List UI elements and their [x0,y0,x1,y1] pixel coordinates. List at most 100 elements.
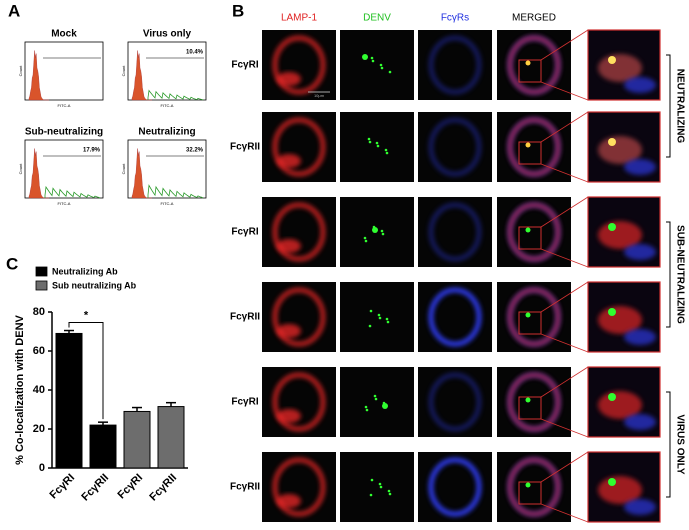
panel-label: C [6,254,18,273]
virus-signal [378,316,382,320]
bar [55,332,83,469]
histogram-title: Mock [51,29,77,40]
zoom-line [540,451,589,483]
bar [89,424,117,469]
histogram-tail [147,89,204,101]
zoom-signal [624,414,656,430]
cell-signal [272,372,326,432]
x-axis-label: FITC-A [58,103,71,108]
virus-signal [375,141,379,145]
cell-signal [277,72,301,86]
histogram-frame [24,41,104,101]
cell-signal [272,457,326,517]
virus-signal [380,66,384,70]
virus-signal [385,151,389,155]
histogram-peak [131,50,153,101]
zoom-line [540,366,589,398]
zoom-line [540,29,589,61]
cell-signal [428,287,482,347]
virus-signal [364,239,368,243]
virus-signal [371,59,375,63]
micrograph [340,30,414,100]
column-header: MERGED [512,13,556,24]
virus-signal [388,70,392,74]
virus-signal [368,324,372,328]
virus-signal [525,227,531,233]
cell-signal [277,409,301,423]
group-bracket [666,221,671,328]
virus-signal [370,478,374,482]
cell-signal [272,35,326,95]
virus-signal [365,408,369,412]
y-tick-label: 40 [33,384,45,396]
virus-signal [525,397,531,403]
virus-signal [388,492,392,496]
virus-signal [364,405,368,409]
y-axis-label: Count [121,163,126,175]
cell-signal [507,117,561,177]
group-bracket [666,54,671,158]
cell-signal [277,494,301,508]
row-label: FcγRI [231,227,258,238]
zoom-line [540,503,589,523]
virus-signal [369,493,373,497]
y-tick-label: 20 [33,423,45,435]
zoom-signal [624,499,656,515]
legend-swatch [35,266,48,277]
zoom-line [540,111,589,143]
x-axis-label: FITC-A [58,201,71,206]
virus-signal [387,489,391,493]
virus-signal [370,56,374,60]
zoom-signal [624,77,656,93]
group-label: NEUTRALIZING [674,69,685,144]
zoom-line [540,281,589,313]
zoom-virus [608,223,616,231]
histogram-title: Virus only [143,29,192,40]
zoom-virus [608,393,616,401]
zoom-line [540,248,589,268]
row-label: FcγRII [230,312,260,323]
virus-signal [377,313,381,317]
cell-signal [428,202,482,262]
cell-signal [507,287,561,347]
x-tick-label: FcγRII [79,472,111,504]
bar [123,410,151,469]
percent-label: 32.2% [186,148,204,154]
micrograph [340,367,414,437]
histogram-title: Neutralizing [138,127,195,138]
y-tick-label: 60 [33,345,45,357]
virus-signal [362,54,368,60]
histogram-peak [131,148,153,199]
cell-signal [277,324,301,338]
cell-signal [272,117,326,177]
zoom-box [518,141,542,165]
legend-swatch [35,280,48,291]
zoom-virus [608,56,616,64]
column-header: DENV [363,13,391,24]
histogram-peak [28,50,50,101]
virus-signal [385,317,389,321]
y-axis-label: Count [18,163,23,175]
zoom-line [540,163,589,183]
virus-signal [373,394,377,398]
scale-bar-label: 10μm [314,93,325,98]
virus-signal [525,142,531,148]
group-label: VIRUS ONLY [674,414,685,475]
zoom-signal [624,244,656,260]
cell-signal [507,35,561,95]
x-tick-label: FcγRII [147,472,179,504]
virus-signal [382,401,386,405]
bar [157,406,185,469]
virus-signal [525,60,531,66]
micrograph [340,112,414,182]
zoom-signal [624,159,656,175]
cell-signal [428,372,482,432]
zoom-box [518,226,542,250]
histogram-frame [127,41,207,101]
histogram-title: Sub-neutralizing [25,127,103,138]
zoom-box [518,481,542,505]
significance-bracket [68,322,104,420]
virus-signal [369,309,373,313]
zoom-line [540,81,589,101]
y-axis-label: Count [121,65,126,77]
